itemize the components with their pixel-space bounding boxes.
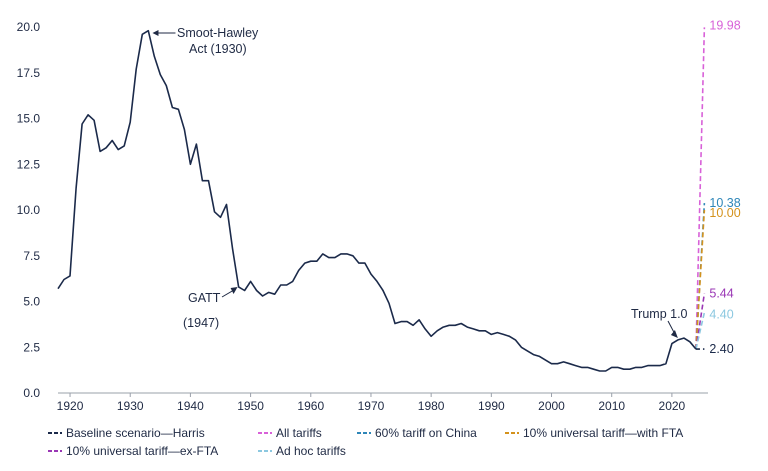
- x-tick-label: 1940: [177, 399, 204, 413]
- x-tick-label: 1930: [117, 399, 144, 413]
- y-tick-label: 2.5: [23, 340, 40, 354]
- x-tick-label: 1990: [478, 399, 505, 413]
- scenario-end-label: 4.40: [709, 307, 733, 321]
- legend-label: All tariffs: [276, 426, 322, 440]
- x-tick-label: 1960: [297, 399, 324, 413]
- scenario-line: [695, 312, 706, 350]
- y-tick-label: 15.0: [17, 112, 41, 126]
- x-tick-label: 1970: [358, 399, 385, 413]
- scenario-end-label: 5.44: [709, 286, 733, 300]
- trump-arrow-head: [670, 330, 678, 339]
- legend-label: 60% tariff on China: [375, 426, 477, 440]
- smoot-hawley-label: Smoot-Hawley: [177, 26, 259, 40]
- smoot-hawley-arrow-head: [152, 30, 159, 36]
- y-tick-label: 20.0: [17, 20, 41, 34]
- baseline-end-label: 2.40: [709, 342, 733, 356]
- gatt-arrow-head: [230, 287, 238, 295]
- scenario-end-label: 10.00: [709, 206, 740, 220]
- baseline-series-line: [57, 29, 697, 372]
- gatt-label: GATT: [188, 291, 221, 305]
- y-tick-label: 0.0: [23, 386, 40, 400]
- x-tick-label: 2020: [659, 399, 686, 413]
- scenario-line: [695, 27, 706, 350]
- scenario-line: [695, 209, 706, 350]
- y-tick-label: 10.0: [17, 203, 41, 217]
- y-tick-label: 5.0: [23, 295, 40, 309]
- y-tick-label: 7.5: [23, 249, 40, 263]
- gatt-year-label: (1947): [183, 316, 219, 330]
- x-tick-label: 2000: [538, 399, 565, 413]
- legend: Baseline scenario—Harris All tariffs 60% t…: [48, 426, 683, 458]
- x-tick-label: 2010: [598, 399, 625, 413]
- series-layer: [57, 27, 706, 372]
- legend-label: Ad hoc tariffs: [276, 444, 346, 458]
- y-tick-label: 12.5: [17, 157, 41, 171]
- y-tick-label: 17.5: [17, 66, 41, 80]
- legend-label: 10% universal tariff—with FTA: [523, 426, 683, 440]
- scenario-end-label: 10.38: [709, 196, 740, 210]
- x-tick-label: 1980: [418, 399, 445, 413]
- trump-label: Trump 1.0: [631, 307, 688, 321]
- scenario-end-label: 19.98: [709, 18, 740, 32]
- x-tick-label: 1950: [237, 399, 264, 413]
- axes-layer: 1920 1930 1940 1950 1960 1970 1980 1990 2000 2010…: [17, 20, 708, 413]
- legend-label: 10% universal tariff—ex-FTA: [66, 444, 218, 458]
- legend-label: Baseline scenario—Harris: [66, 426, 205, 440]
- x-tick-label: 1920: [57, 399, 84, 413]
- smoot-hawley-year-label: Act (1930): [189, 42, 247, 56]
